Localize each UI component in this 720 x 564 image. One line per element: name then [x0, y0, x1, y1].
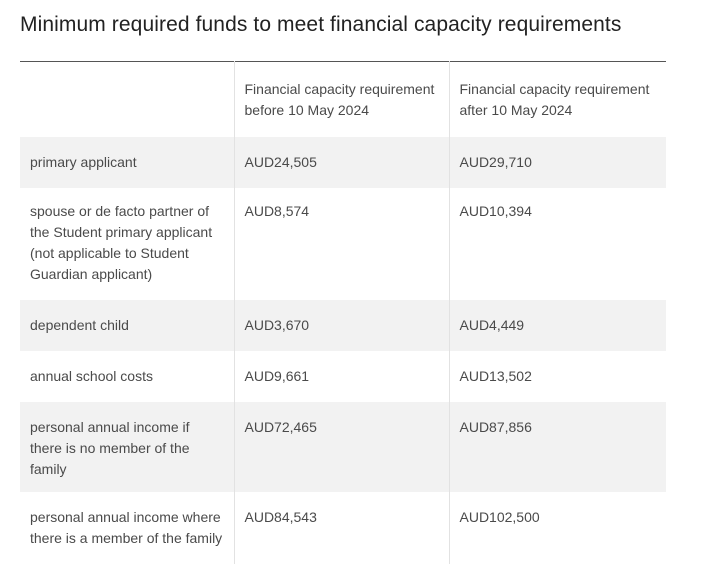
- table-row: annual school costs AUD9,661 AUD13,502: [20, 351, 666, 402]
- row-value-before: AUD72,465: [233, 402, 449, 492]
- table-body: primary applicant AUD24,505 AUD29,710 sp…: [20, 137, 666, 564]
- funds-table: Financial capacity requirement before 10…: [20, 61, 666, 564]
- row-label: spouse or de facto partner of the Studen…: [30, 203, 213, 282]
- header-row: Financial capacity requirement before 10…: [20, 61, 666, 138]
- table-row: dependent child AUD3,670 AUD4,449: [20, 300, 666, 351]
- table-header: Financial capacity requirement before 10…: [20, 61, 666, 138]
- row-value-after: AUD102,500: [448, 492, 666, 564]
- table-row: personal annual income where there is a …: [20, 492, 666, 564]
- row-value-before: AUD8,574: [233, 188, 449, 300]
- table-row: spouse or de facto partner of the Studen…: [20, 188, 666, 300]
- row-value-before: AUD3,670: [233, 300, 449, 351]
- row-value-after: AUD13,502: [448, 351, 666, 402]
- row-label: annual school costs: [30, 368, 153, 384]
- row-value-after: AUD10,394: [448, 188, 666, 300]
- row-value-before: AUD84,543: [233, 492, 449, 564]
- row-value-before: AUD9,661: [233, 351, 449, 402]
- page-title: Minimum required funds to meet financial…: [20, 13, 622, 36]
- row-label: personal annual income where there is a …: [30, 509, 223, 546]
- table-row: primary applicant AUD24,505 AUD29,710: [20, 137, 666, 188]
- row-label: primary applicant: [30, 154, 137, 170]
- row-value-after: AUD4,449: [448, 300, 666, 351]
- row-value-before: AUD24,505: [233, 137, 449, 188]
- row-value-after: AUD29,710: [448, 137, 666, 188]
- header-after-may-2024: Financial capacity requirement after 10 …: [448, 61, 666, 137]
- header-before-may-2024: Financial capacity requirement before 10…: [233, 61, 449, 137]
- row-value-after: AUD87,856: [448, 402, 666, 492]
- funds-table-container: Financial capacity requirement before 10…: [20, 61, 666, 564]
- row-label: dependent child: [30, 317, 129, 333]
- header-category: [20, 62, 234, 138]
- row-label: personal annual income if there is no me…: [30, 419, 190, 477]
- table-row: personal annual income if there is no me…: [20, 402, 666, 492]
